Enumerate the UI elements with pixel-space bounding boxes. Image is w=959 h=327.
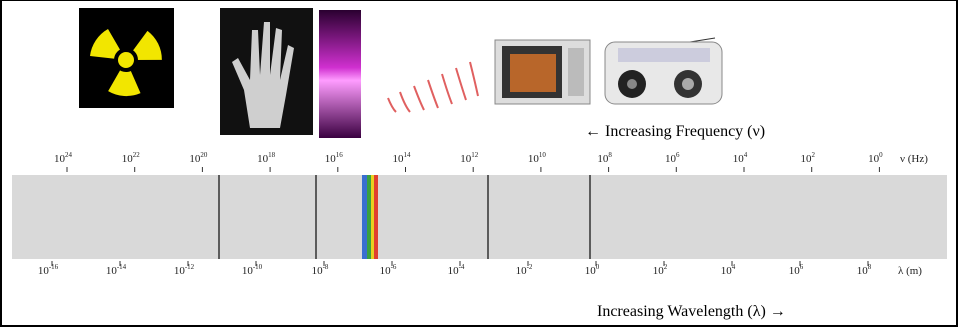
wavelength-tick-base: 10 — [312, 265, 324, 277]
wavelength-tick-base: 10 — [516, 265, 528, 277]
frequency-tick-base: 10 — [528, 153, 540, 165]
wavelength-tick-base: 10 — [585, 265, 597, 277]
frequency-tick-exponent: 4 — [744, 151, 748, 159]
wavelength-tick-base: 10 — [448, 265, 460, 277]
wavelength-tick-exponent: -14 — [117, 263, 127, 271]
spectrum-diagram: ← Increasing Frequency (ν) ν (Hz) λ (m) … — [0, 0, 959, 327]
wavelength-tick-base: 10 — [174, 265, 186, 277]
frequency-tick-base: 10 — [189, 153, 201, 165]
ultraviolet-icon — [319, 10, 361, 138]
frequency-tick-base: 10 — [597, 153, 609, 165]
frequency-tick-base: 10 — [393, 153, 405, 165]
frequency-tick-base: 10 — [257, 153, 269, 165]
wavelength-tick-exponent: -12 — [185, 263, 195, 271]
frequency-tick-base: 10 — [325, 153, 337, 165]
radiation-icon — [79, 8, 174, 108]
frequency-tick-base: 10 — [122, 153, 134, 165]
wavelength-tick-base: 10 — [106, 265, 118, 277]
wavelength-tick-base: 10 — [789, 265, 801, 277]
frequency-tick-base: 10 — [460, 153, 472, 165]
visible-spectrum — [362, 175, 378, 259]
frequency-tick-base: 10 — [868, 153, 880, 165]
frequency-unit: ν (Hz) — [900, 153, 928, 165]
wavelength-unit: λ (m) — [898, 265, 922, 277]
microwave-icon — [495, 40, 590, 104]
frequency-tick-exponent: 18 — [268, 151, 276, 159]
wavelength-caption: Increasing Wavelength (λ) → — [597, 303, 786, 320]
xray-icon — [220, 8, 313, 135]
frequency-tick-exponent: 2 — [811, 151, 815, 159]
wavelength-tick-base: 10 — [653, 265, 665, 277]
frequency-tick-exponent: 20 — [200, 151, 208, 159]
frequency-tick-exponent: 8 — [608, 151, 612, 159]
wavelength-tick-base: 10 — [380, 265, 392, 277]
frequency-tick-exponent: 6 — [676, 151, 680, 159]
frequency-tick-exponent: 12 — [471, 151, 479, 159]
frequency-tick-exponent: 14 — [404, 151, 412, 159]
wavelength-tick-base: 10 — [721, 265, 733, 277]
spectrum-band — [12, 175, 947, 259]
frequency-tick-base: 10 — [800, 153, 812, 165]
frequency-tick-base: 10 — [733, 153, 745, 165]
frequency-tick-base: 10 — [665, 153, 677, 165]
radio-icon — [605, 38, 722, 104]
frequency-tick-exponent: 10 — [539, 151, 547, 159]
frequency-tick-exponent: 22 — [133, 151, 141, 159]
wavelength-tick-base: 10 — [38, 265, 50, 277]
wavelength-tick-base: 10 — [857, 265, 869, 277]
frequency-caption: ← Increasing Frequency (ν) — [585, 123, 765, 140]
wavelength-tick-base: 10 — [242, 265, 254, 277]
frequency-tick-exponent: 16 — [336, 151, 344, 159]
wavelength-tick-exponent: -10 — [253, 263, 263, 271]
wavelength-tick-exponent: -16 — [49, 263, 59, 271]
frequency-tick-base: 10 — [54, 153, 66, 165]
frequency-tick-exponent: 24 — [65, 151, 73, 159]
frequency-tick-exponent: 0 — [879, 151, 883, 159]
